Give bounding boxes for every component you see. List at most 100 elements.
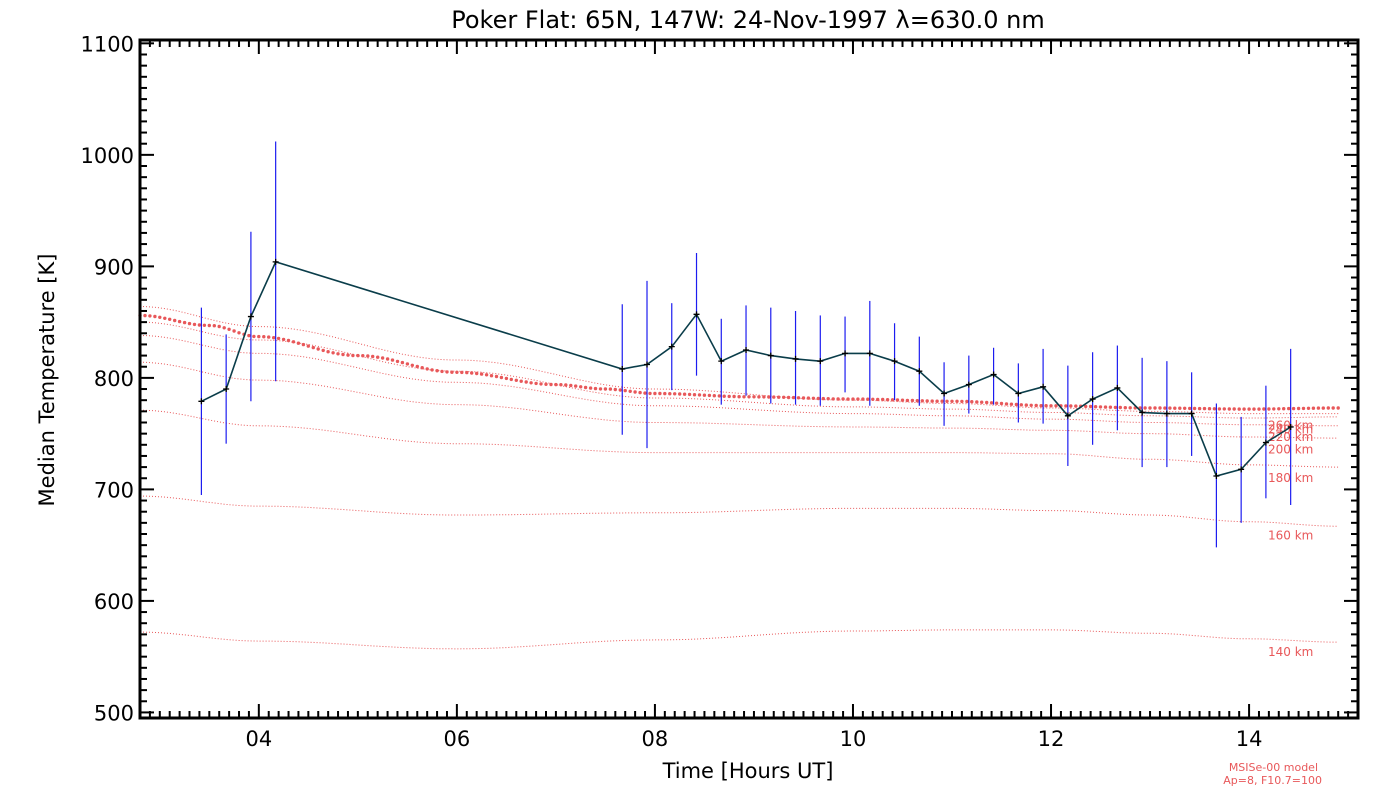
exospheric-dot [539, 382, 543, 386]
data-point-25 [1139, 409, 1146, 416]
exospheric-dot [583, 385, 588, 390]
exospheric-dot [430, 368, 434, 372]
exospheric-dot [821, 396, 825, 401]
altitude-curve-180km [139, 409, 1339, 468]
exospheric-dot [306, 344, 310, 348]
x-tick-label: 14 [1236, 727, 1263, 751]
exospheric-dot [1173, 406, 1177, 410]
exospheric-dot [420, 366, 424, 370]
model-note-line-1: MSISe-00 model [1229, 761, 1318, 774]
exospheric-dot [479, 372, 484, 376]
exospheric-dot [1098, 405, 1103, 409]
exospheric-dot [950, 399, 954, 403]
exospheric-dot [985, 400, 989, 405]
exospheric-dot [955, 399, 959, 403]
exospheric-dot [712, 394, 716, 398]
exospheric-dot [1054, 404, 1058, 408]
exospheric-dot [371, 354, 375, 359]
exospheric-dot [326, 350, 330, 354]
exospheric-dot [935, 399, 939, 403]
exospheric-dot [316, 347, 320, 351]
exospheric-dot [1093, 405, 1098, 409]
msis-model-curves [138, 306, 1340, 650]
exospheric-dot [1014, 402, 1019, 407]
exospheric-dot [1247, 407, 1251, 411]
exospheric-dot [791, 395, 796, 400]
exospheric-dot [747, 395, 751, 399]
exospheric-dot [405, 362, 410, 366]
data-point-11 [792, 355, 799, 362]
chart-title: Poker Flat: 65N, 147W: 24-Nov-1997 λ=630… [451, 6, 1045, 34]
exospheric-dot [192, 322, 197, 327]
exospheric-dot [336, 352, 340, 356]
measurement-series [198, 258, 1294, 480]
exospheric-dot [786, 395, 791, 400]
exospheric-dot [801, 396, 806, 400]
exospheric-dot [1321, 406, 1326, 410]
exospheric-dot [410, 363, 414, 367]
altitude-curve-240km [139, 321, 1339, 419]
data-point-23 [1089, 396, 1096, 403]
data-point-31 [1287, 423, 1294, 430]
exospheric-dot [524, 380, 528, 384]
exospheric-dot [1088, 404, 1093, 409]
exospheric-dot [262, 335, 266, 339]
exospheric-dot [757, 395, 761, 399]
exospheric-dot [687, 392, 692, 397]
plot-frame [138, 38, 1360, 720]
exospheric-dot [376, 355, 380, 359]
exospheric-dot [960, 399, 964, 404]
data-point-4 [619, 365, 626, 372]
exospheric-dot [356, 353, 360, 358]
exospheric-dot [682, 392, 687, 396]
exospheric-dot [742, 395, 746, 399]
exospheric-dot [435, 369, 439, 373]
exospheric-dot [1024, 403, 1029, 407]
exospheric-dot [1128, 406, 1132, 410]
exospheric-dot [697, 393, 702, 397]
exospheric-dot [1267, 407, 1271, 411]
exospheric-dot [574, 384, 578, 388]
data-point-16 [916, 368, 923, 375]
exospheric-dot [202, 323, 207, 327]
x-tick-label: 12 [1038, 727, 1065, 751]
exospheric-dot [866, 397, 870, 401]
exospheric-dot [415, 364, 419, 369]
exospheric-dot [519, 379, 523, 383]
exospheric-dot [148, 314, 152, 318]
exospheric-dot [1113, 405, 1118, 410]
data-point-0 [198, 398, 205, 405]
exospheric-dot [885, 398, 890, 402]
exospheric-dot [1257, 407, 1261, 411]
exospheric-dot [1034, 403, 1038, 408]
data-point-30 [1262, 439, 1269, 446]
exospheric-dot [1287, 406, 1291, 411]
exospheric-dot [311, 345, 315, 350]
exospheric-dot [1197, 406, 1202, 411]
data-point-12 [817, 358, 824, 365]
exospheric-dot [1029, 403, 1033, 407]
exospheric-dot [1262, 407, 1266, 411]
exospheric-dot [163, 316, 167, 320]
exospheric-dot [633, 390, 637, 394]
exospheric-dot [168, 317, 172, 321]
y-axis-label: Median Temperature [K] [35, 254, 59, 507]
exospheric-dot [564, 383, 568, 387]
exospheric-dot [915, 399, 919, 403]
data-point-14 [866, 350, 873, 357]
exospheric-dot [346, 353, 350, 357]
data-point-8 [718, 358, 725, 365]
exospheric-dot [994, 401, 999, 405]
altitude-curve-140km [139, 629, 1339, 650]
data-point-27 [1188, 410, 1195, 417]
exospheric-dot [861, 397, 865, 401]
exospheric-dot [1222, 407, 1227, 411]
temperature-series-line [201, 260, 1292, 477]
exospheric-dot [1143, 406, 1147, 410]
exospheric-dot [999, 401, 1004, 406]
exospheric-dot [366, 354, 370, 358]
exospheric-dot [247, 333, 251, 338]
y-tick-label: 900 [94, 255, 134, 279]
exospheric-dot [321, 348, 325, 353]
